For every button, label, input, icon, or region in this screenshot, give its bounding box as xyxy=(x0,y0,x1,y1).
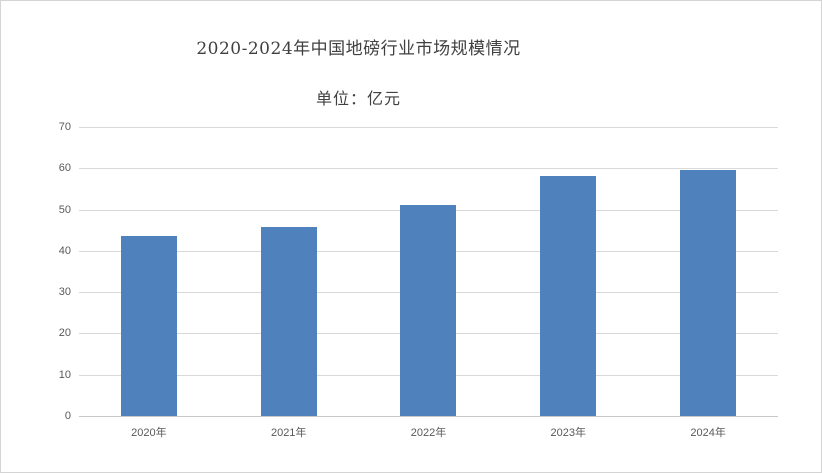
plot-area: 0 10 20 30 40 50 60 70 2020年 2021年 2022年 2023年 2024… xyxy=(59,121,778,439)
x-axis-tick-label: 2022年 xyxy=(410,427,447,439)
y-axis-tick-label: 40 xyxy=(58,244,71,257)
chart-subtitle: 单位：亿元 xyxy=(315,89,401,108)
x-axis: 2020年 2021年 2022年 2023年 2024年 xyxy=(79,424,778,440)
y-axis-tick-label: 20 xyxy=(58,327,71,340)
x-axis-tick-label: 2020年 xyxy=(131,427,167,439)
bar-2023 xyxy=(540,176,597,416)
bar-slot xyxy=(219,127,359,416)
y-axis-tick-label: 70 xyxy=(58,121,71,133)
y-axis-tick-label: 10 xyxy=(58,368,71,381)
gridline xyxy=(79,168,778,170)
x-axis-tick-label: 2021年 xyxy=(270,427,307,439)
y-axis-tick-label: 50 xyxy=(58,203,71,216)
bar-slot xyxy=(638,127,778,416)
bar-2022 xyxy=(400,205,457,416)
bar-slot xyxy=(498,127,638,416)
bar-slot xyxy=(79,127,219,416)
chart-title: 2020-2024年中国地磅行业市场规模情况 xyxy=(196,39,521,59)
x-axis-tick-label: 2023年 xyxy=(550,427,587,439)
y-axis-tick-label: 60 xyxy=(58,162,71,175)
bar-2024 xyxy=(680,169,737,416)
bar-2020 xyxy=(120,235,177,416)
bar-2021 xyxy=(260,226,317,416)
bar-series xyxy=(79,127,778,416)
gridline xyxy=(79,127,778,128)
y-axis-tick-label: 30 xyxy=(58,286,71,299)
chart-title-block: 2020-2024年中国地磅行业市场规模情况 单位：亿元 xyxy=(1,1,716,109)
bar-slot xyxy=(359,127,499,416)
x-axis-tick-label: 2024年 xyxy=(690,427,726,439)
y-axis-tick-label: 0 xyxy=(64,410,71,422)
